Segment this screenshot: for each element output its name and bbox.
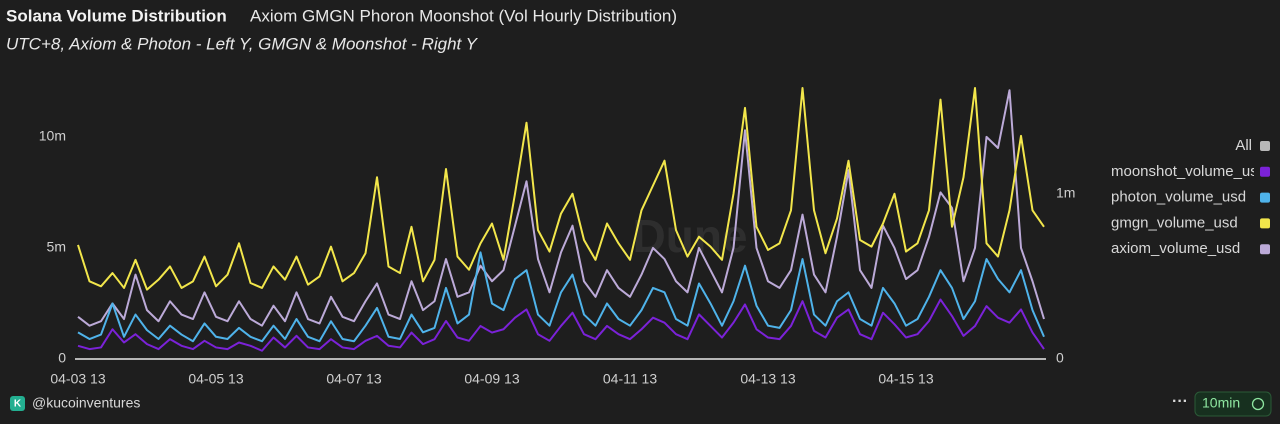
series-line [77,87,1045,291]
legend-label: photon_volume_usd [1111,189,1246,206]
page-title: Solana Volume Distribution [6,6,227,25]
x-tick-label: 04-13 13 [740,371,795,387]
y-tick-label: 5m [47,239,66,255]
series-line [77,251,1045,343]
legend-all: All [1235,137,1252,154]
legend-swatch [1260,244,1270,255]
legend-swatch [1260,192,1270,203]
y-tick-label: 0 [58,350,66,366]
refresh-pill[interactable] [1194,391,1272,417]
legend-swatch [1260,218,1270,229]
series-line [77,298,1045,352]
series-line [77,89,1045,327]
x-tick-label: 04-15 13 [878,371,933,387]
x-tick-label: 04-03 13 [50,371,105,387]
x-tick-label: 04-11 13 [603,371,657,387]
author: @kucoinventures [32,395,140,411]
y-tick-label: 10m [39,128,66,144]
x-tick-label: 04-05 13 [188,371,243,387]
refresh-icon [1251,397,1265,411]
chart-title: Axiom GMGN Phoron Moonshot (Vol Hourly D… [250,6,677,25]
author-icon-letter: K [14,399,22,410]
legend: moonshot_volume_usd photon_volume_usdgmgn… [1111,163,1266,257]
legend-swatch [1260,166,1270,177]
x-tick-label: 04-07 13 [326,371,381,387]
refresh-label: 10min [1202,395,1240,411]
x-tick-label: 04-09 13 [464,371,519,387]
y2-tick-label: 0 [1056,350,1064,366]
legend-all-swatch [1260,141,1270,151]
menu-dots[interactable]: ··· [1172,393,1188,410]
y2-tick-label: 1m [1056,184,1075,200]
author-icon [10,396,25,411]
chart-subtitle: UTC+8, Axiom & Photon - Left Y, GMGN & M… [6,34,479,53]
legend-label: gmgn_volume_usd [1111,214,1238,231]
legend-label: moonshot_volume_usd [1111,163,1266,180]
legend-label: axiom_volume_usd [1111,240,1240,257]
